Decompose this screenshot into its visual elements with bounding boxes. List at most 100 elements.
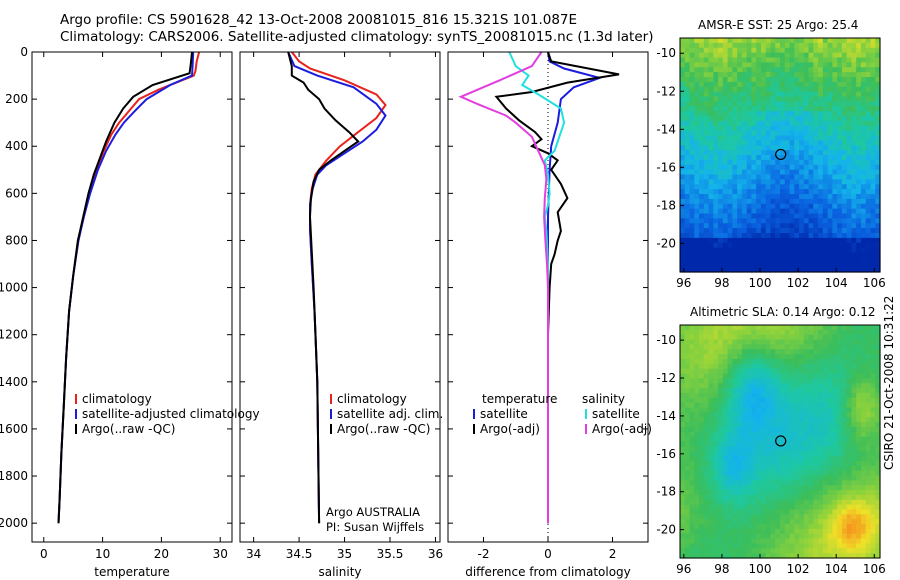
map-cell bbox=[684, 150, 691, 156]
map-cell bbox=[751, 169, 757, 176]
map-cell bbox=[741, 334, 748, 341]
map-cell bbox=[689, 514, 695, 520]
map-cell bbox=[827, 363, 833, 370]
map-cell bbox=[799, 179, 805, 185]
legend-label: Argo(..raw -QC) bbox=[82, 422, 175, 436]
map-cell bbox=[732, 538, 738, 545]
map-cell bbox=[703, 490, 710, 496]
map-cell bbox=[751, 252, 757, 258]
map-cell bbox=[765, 426, 772, 433]
map-cell bbox=[708, 135, 714, 141]
map-cell bbox=[822, 446, 829, 452]
map-cell bbox=[818, 237, 824, 244]
map-cell bbox=[789, 499, 795, 506]
map-cell bbox=[813, 77, 819, 83]
map-cell bbox=[699, 81, 705, 88]
map-cell bbox=[865, 368, 872, 375]
map-cell bbox=[765, 349, 772, 355]
map-cell bbox=[832, 125, 838, 132]
map-cell bbox=[784, 135, 791, 141]
map-cell bbox=[680, 159, 686, 166]
map-cell bbox=[780, 194, 786, 200]
map-cell bbox=[722, 223, 729, 229]
map-cell bbox=[780, 81, 786, 88]
map-cell bbox=[851, 252, 857, 258]
map-cell bbox=[770, 237, 776, 244]
map-cell bbox=[684, 402, 691, 409]
map-cell bbox=[732, 135, 738, 141]
map-cell bbox=[851, 111, 857, 117]
map-cell bbox=[680, 47, 686, 54]
map-cell bbox=[708, 456, 714, 462]
map-cell bbox=[722, 548, 729, 554]
map-cell bbox=[727, 47, 733, 54]
map-cell bbox=[813, 422, 819, 428]
map-cell bbox=[851, 456, 857, 462]
map-cell bbox=[818, 334, 824, 341]
map-cell bbox=[808, 174, 814, 180]
map-cell bbox=[760, 456, 767, 462]
map-cell bbox=[722, 62, 729, 68]
map-cell bbox=[856, 480, 862, 486]
map-cell bbox=[680, 397, 686, 404]
map-cell bbox=[751, 135, 757, 141]
map-cell bbox=[851, 368, 857, 375]
map-cell bbox=[784, 354, 791, 360]
map-cell bbox=[856, 86, 862, 93]
map-cell bbox=[765, 223, 772, 229]
map-cell bbox=[775, 150, 781, 156]
map-cell bbox=[784, 446, 791, 452]
map-cell bbox=[846, 223, 853, 229]
map-cell bbox=[708, 392, 714, 399]
map-cell bbox=[860, 233, 867, 239]
map-cell bbox=[841, 538, 848, 545]
map-cell bbox=[746, 189, 753, 195]
map-cell bbox=[822, 548, 829, 554]
map-cell bbox=[684, 47, 691, 54]
map-cell bbox=[684, 553, 691, 559]
map-cell bbox=[799, 189, 805, 195]
map-cell bbox=[784, 189, 791, 195]
map-cell bbox=[822, 213, 829, 219]
map-cell bbox=[699, 150, 705, 156]
map-cell bbox=[789, 120, 795, 127]
map-cell bbox=[827, 86, 833, 93]
map-cell bbox=[808, 509, 814, 515]
map-cell bbox=[856, 543, 862, 549]
map-cell bbox=[713, 52, 719, 59]
map-cell bbox=[694, 52, 700, 59]
map-cell bbox=[841, 378, 848, 384]
map-cell bbox=[818, 57, 824, 63]
map-cell bbox=[837, 111, 843, 117]
map-cell bbox=[846, 169, 853, 176]
map-cell bbox=[694, 363, 700, 370]
map-cell bbox=[756, 407, 762, 413]
map-cell bbox=[813, 339, 819, 346]
map-cell bbox=[789, 164, 795, 171]
map-cell bbox=[818, 120, 824, 127]
map-cell bbox=[684, 72, 691, 78]
map-cell bbox=[756, 490, 762, 496]
map-cell bbox=[689, 203, 695, 210]
map-cell bbox=[703, 47, 710, 54]
map-cell bbox=[784, 368, 791, 375]
sst-map-title: AMSR-E SST: 25 Argo: 25.4 bbox=[698, 18, 859, 32]
map-cell bbox=[865, 412, 872, 418]
map-cell bbox=[703, 383, 710, 389]
map-cell bbox=[732, 267, 738, 273]
map-cell bbox=[741, 150, 748, 156]
map-cell bbox=[751, 198, 757, 205]
map-cell bbox=[860, 174, 867, 180]
map-cell bbox=[708, 116, 714, 122]
map-cell bbox=[699, 490, 705, 496]
map-cell bbox=[689, 96, 695, 102]
map-cell bbox=[694, 509, 700, 515]
map-cell bbox=[741, 426, 748, 433]
map-cell bbox=[822, 150, 829, 156]
map-cell bbox=[870, 407, 876, 413]
map-cell bbox=[813, 470, 819, 477]
map-cell bbox=[784, 52, 791, 59]
map-cell bbox=[684, 446, 691, 452]
map-cell bbox=[765, 47, 772, 54]
y-tick-label: 1000 bbox=[0, 281, 28, 295]
